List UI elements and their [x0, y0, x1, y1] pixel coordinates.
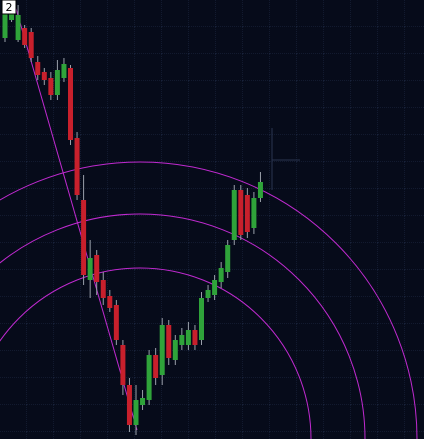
- candle-body: [192, 330, 198, 345]
- chart-label: 2: [6, 1, 13, 14]
- candle-body: [68, 68, 73, 140]
- fib-arc: [0, 213, 366, 439]
- candle-body: [120, 345, 126, 385]
- candle-body: [251, 198, 257, 228]
- candle-body: [28, 32, 34, 58]
- candle-body: [140, 398, 146, 405]
- candle-body: [185, 330, 191, 345]
- candle-body: [225, 245, 231, 272]
- candle-body: [133, 400, 139, 425]
- candle-body: [87, 258, 93, 280]
- candle-body: [2, 12, 8, 38]
- candle-body: [74, 138, 80, 195]
- fib-arc: [0, 161, 418, 439]
- label-box: [1, 0, 17, 15]
- candle-body: [244, 195, 250, 232]
- fib-arcs: [0, 4, 418, 439]
- candle-body: [166, 325, 172, 358]
- fib-arc: [0, 267, 312, 439]
- candle-body: [113, 305, 119, 340]
- candle-body: [126, 385, 132, 425]
- candle-body: [94, 255, 100, 282]
- candle-body: [159, 325, 165, 375]
- candle-body: [179, 335, 185, 345]
- candle-body: [22, 28, 28, 45]
- candle-body: [15, 15, 21, 40]
- candle-body: [54, 70, 60, 95]
- candle-body: [100, 280, 106, 298]
- trend-line: [14, 4, 138, 431]
- candle-body: [48, 78, 54, 95]
- crosshair-box: [271, 128, 300, 190]
- candle-body: [107, 296, 113, 308]
- candle-body: [199, 298, 204, 340]
- candle-body: [153, 355, 159, 378]
- candle-body: [205, 290, 211, 298]
- candle-body: [212, 280, 218, 295]
- candle-body: [231, 190, 237, 240]
- candle-body: [218, 268, 224, 282]
- candle-body: [146, 355, 152, 400]
- candle-body: [41, 72, 47, 80]
- candle-body: [35, 62, 41, 75]
- candle-body: [81, 200, 87, 275]
- candle-body: [61, 64, 67, 78]
- candle-body: [238, 190, 244, 235]
- candle-body: [172, 340, 178, 360]
- candle-body: [257, 182, 263, 198]
